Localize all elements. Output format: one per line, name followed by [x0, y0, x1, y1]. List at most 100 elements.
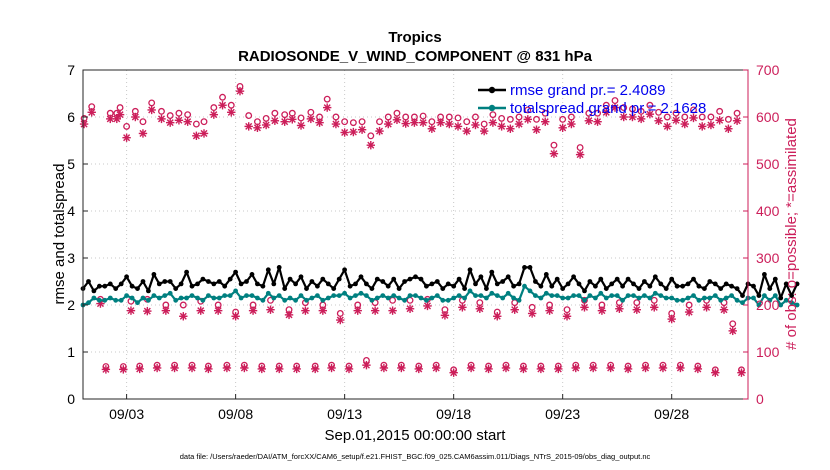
rmse-point [674, 283, 680, 289]
totalspread-point [407, 293, 413, 298]
obs-assimilated-marker [292, 364, 301, 374]
totalspread-point [118, 297, 124, 303]
totalspread-point [484, 295, 489, 301]
legend: rmse grand pr.= 2.4089 totalspread grand… [478, 82, 706, 117]
obs-assimilated-marker [575, 150, 585, 159]
rmse-point [151, 272, 157, 277]
obs-possible-marker [323, 95, 331, 103]
rmse-point [756, 293, 762, 298]
rmse-point [511, 283, 516, 289]
obs-assimilated-marker [306, 114, 316, 124]
totalspread-point [467, 288, 473, 294]
obs-possible-marker [445, 113, 453, 121]
totalspread-point [369, 297, 375, 303]
rmse-point [789, 293, 794, 298]
obs-possible-marker [332, 113, 340, 121]
obs-possible-marker [541, 109, 549, 117]
obs-assimilated-marker [506, 124, 515, 133]
rmse-point [336, 276, 342, 282]
obs-assimilated-marker [636, 114, 646, 124]
totalspread-point [195, 295, 200, 301]
rmse-point [249, 272, 255, 277]
y-tick-left-label: 4 [67, 203, 75, 219]
y-tick-left-label: 1 [67, 344, 75, 360]
obs-assimilated-marker [445, 119, 454, 129]
totalspread-point [276, 293, 282, 298]
rmse-point [107, 281, 113, 287]
obs-possible-marker [158, 107, 165, 115]
obs-assimilated-marker [157, 114, 166, 124]
rmse-point [587, 279, 593, 284]
obs-assimilated-marker [161, 306, 171, 315]
obs-assimilated-marker [519, 364, 528, 374]
rmse-point [560, 286, 566, 291]
totalspread-point [146, 297, 151, 303]
totalspread-point [271, 295, 277, 301]
totalspread-point [315, 293, 320, 298]
obs-assimilated-marker [654, 116, 663, 125]
obs-possible-marker [139, 118, 147, 126]
x-tick-label: 09/28 [654, 406, 689, 422]
rmse-point [527, 265, 533, 270]
obs-assimilated-marker [610, 103, 620, 112]
rmse-point [184, 269, 190, 275]
obs-possible-marker [663, 113, 671, 121]
legend-totalspread-marker [488, 104, 496, 112]
obs-assimilated-marker [562, 312, 572, 321]
rmse-point [238, 281, 244, 287]
obs-possible-marker [367, 132, 375, 140]
obs-assimilated-marker [728, 326, 737, 336]
totalspread-point [211, 295, 217, 301]
obs-assimilated-marker [475, 304, 485, 313]
totalspread-point [680, 297, 685, 303]
totalspread-point [456, 293, 462, 298]
obs-assimilated-marker [462, 126, 471, 136]
totalspread-point [336, 293, 342, 298]
rmse-point [331, 286, 337, 291]
rmse-point [146, 288, 151, 294]
rmse-point [418, 276, 424, 282]
obs-assimilated-marker [257, 364, 266, 374]
obs-assimilated-marker [370, 306, 380, 315]
obs-assimilated-marker [588, 363, 598, 373]
rmse-point [124, 274, 129, 280]
rmse-point [342, 267, 347, 273]
totalspread-point [156, 295, 162, 301]
totalspread-point [702, 295, 707, 301]
totalspread-point [522, 283, 527, 289]
rmse-point [740, 293, 745, 298]
obs-assimilated-marker [706, 120, 716, 130]
rmse-point [173, 286, 179, 291]
rmse-point [293, 281, 298, 287]
y-tick-left-label: 7 [67, 62, 75, 78]
obs-assimilated-marker [693, 364, 703, 374]
y-tick-right-label: 0 [756, 391, 764, 407]
obs-assimilated-marker [558, 123, 567, 133]
obs-assimilated-marker [628, 112, 637, 122]
totalspread-point [380, 293, 386, 298]
obs-assimilated-marker [493, 312, 502, 321]
rmse-point [767, 286, 773, 291]
obs-possible-marker [633, 299, 641, 307]
rmse-point [396, 286, 402, 291]
obs-possible-marker [245, 112, 253, 120]
obs-assimilated-marker [632, 305, 642, 314]
rmse-point [287, 276, 293, 282]
obs-assimilated-marker [384, 119, 393, 129]
obs-possible-marker [116, 104, 124, 112]
rmse-point [658, 281, 664, 287]
rmse-point [778, 295, 784, 301]
obs-possible-marker [358, 118, 366, 126]
obs-assimilated-marker [418, 118, 428, 127]
obs-assimilated-marker [453, 122, 463, 131]
legend-totalspread-label: totalspread grand pr.= 2.1628 [510, 100, 706, 117]
rmse-point [413, 274, 418, 280]
obs-assimilated-marker [253, 123, 262, 133]
totalspread-point [478, 293, 484, 298]
obs-assimilated-marker [602, 108, 611, 117]
totalspread-point [91, 295, 97, 301]
totalspread-point [691, 293, 696, 298]
totalspread-point [565, 295, 571, 301]
totalspread-point [434, 293, 440, 298]
rmse-point [216, 279, 222, 284]
